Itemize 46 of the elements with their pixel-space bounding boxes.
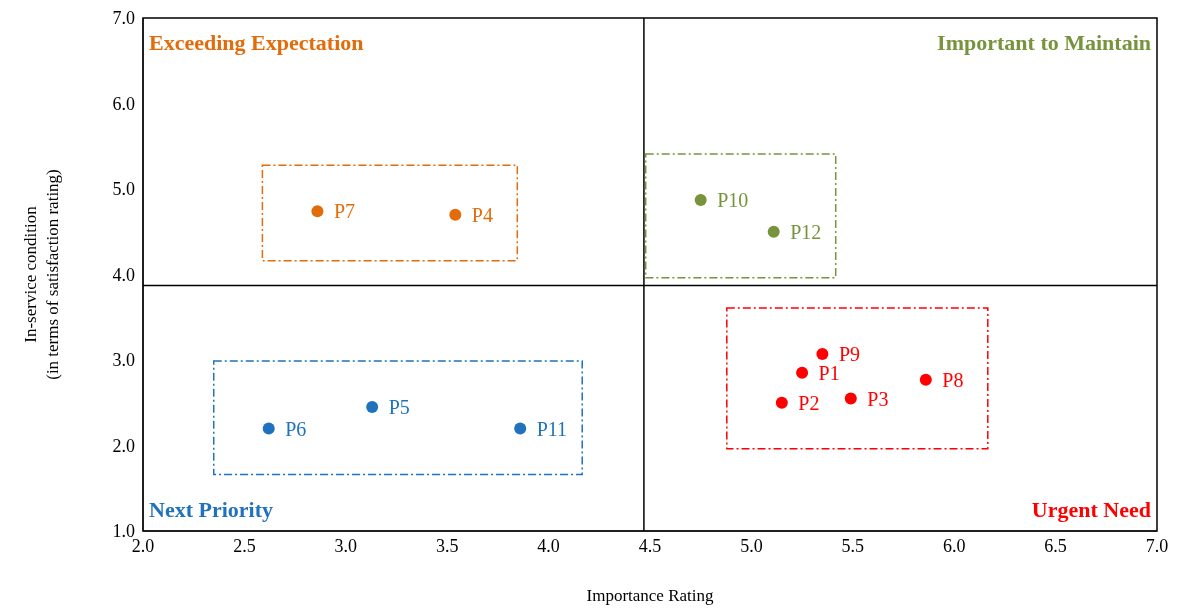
x-tick-label: 2.5 — [233, 535, 256, 556]
y-tick-label: 4.0 — [112, 264, 135, 285]
point — [844, 392, 857, 405]
x-tick-label: 4.0 — [537, 535, 560, 556]
point — [919, 373, 932, 386]
point — [311, 205, 324, 218]
y-tick-label: 6.0 — [112, 93, 135, 114]
data-label: P7 — [333, 200, 356, 223]
annotation: Next Priority — [149, 497, 273, 522]
point — [449, 208, 462, 221]
data-label: P11 — [536, 417, 568, 440]
data-label: P10 — [717, 189, 749, 212]
x-tick-label: 4.5 — [638, 535, 662, 556]
point — [796, 366, 809, 379]
x-tick-label: 7.0 — [1145, 535, 1169, 556]
point — [514, 422, 527, 435]
point — [366, 401, 379, 414]
point — [767, 225, 780, 238]
point — [816, 348, 829, 361]
data-label: P1 — [818, 361, 840, 384]
annotation: Exceeding Expectation — [149, 30, 364, 55]
point — [694, 194, 707, 207]
x-tick-label: 5.0 — [740, 535, 763, 556]
point — [262, 422, 275, 435]
x-tick-label: 3.5 — [435, 535, 459, 556]
point — [775, 396, 788, 409]
y-tick-label: 7.0 — [112, 8, 135, 29]
data-label: P2 — [798, 391, 820, 414]
x-tick-label: 6.5 — [1044, 535, 1067, 556]
x-tick-label: 3.0 — [334, 535, 358, 556]
y-tick-label: 5.0 — [112, 179, 135, 200]
data-label: P4 — [471, 203, 493, 226]
y-tick-label: 3.0 — [112, 350, 135, 371]
data-label: P9 — [838, 343, 861, 366]
x-tick-label: 6.0 — [942, 535, 966, 556]
data-label: P3 — [867, 387, 889, 410]
data-label: P12 — [790, 220, 822, 243]
data-label: P6 — [285, 417, 307, 440]
x-axis-title: Importance Rating — [586, 586, 714, 605]
x-tick-label: 5.5 — [841, 535, 865, 556]
annotation: Important to Maintain — [937, 30, 1151, 55]
annotation: Urgent Need — [1031, 497, 1151, 522]
y-axis-title: In-service condition (in terms of satisfaction rating) — [21, 169, 62, 380]
y-tick-label: 2.0 — [112, 435, 135, 456]
data-label: P8 — [942, 368, 964, 391]
data-label: P5 — [388, 396, 410, 419]
